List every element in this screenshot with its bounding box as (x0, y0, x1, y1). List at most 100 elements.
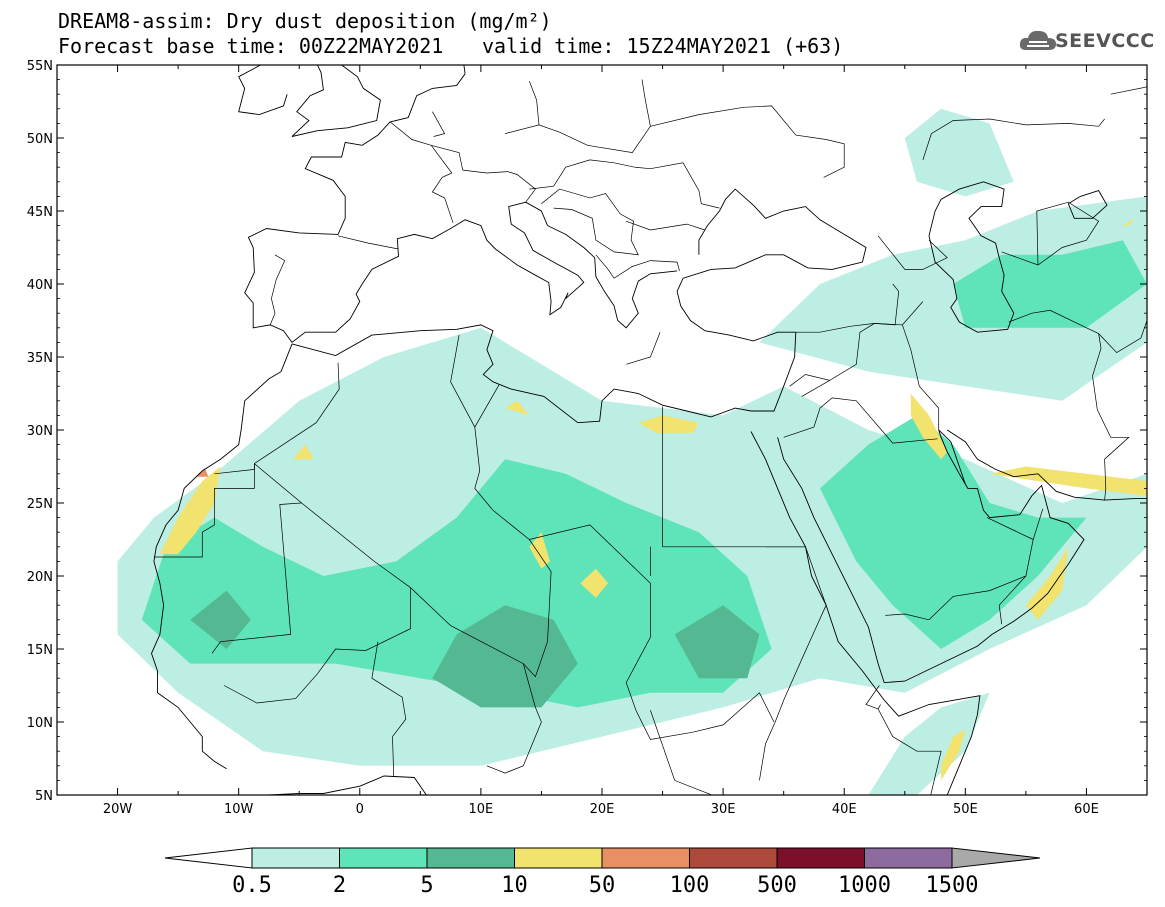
coastline (928, 181, 1015, 333)
colorbar-label: 10 (501, 873, 528, 898)
forecast-base-time: Forecast base time: 00Z22MAY2021 (58, 34, 444, 58)
lat-label: 30N (27, 424, 53, 439)
country-border (922, 118, 1105, 161)
lon-label: 60E (1074, 802, 1099, 817)
dust-region-level-2 (190, 590, 251, 649)
coastline (450, 201, 585, 316)
lat-label: 15N (27, 643, 53, 658)
colorbar-box (601, 847, 690, 869)
colorbar-label: 0.5 (232, 873, 272, 898)
dust-region-level-3 (293, 444, 314, 460)
colorbar-label: 2 (333, 873, 346, 898)
country-border (650, 710, 713, 795)
country-border (153, 463, 255, 558)
country-border-layer (153, 79, 1147, 795)
cloud-icon (1019, 30, 1056, 50)
colorbar-label: 1000 (838, 873, 891, 898)
coastline (268, 775, 427, 795)
country-border (1001, 201, 1100, 266)
dust-region-level-1 (953, 240, 1147, 328)
country-border (529, 159, 720, 209)
country-border (430, 145, 454, 223)
dust-region-level-3 (159, 466, 221, 555)
colorbar-box (426, 847, 515, 869)
lon-label: 10E (469, 802, 494, 817)
dust-region-level-3 (1025, 546, 1069, 620)
country-border (474, 427, 530, 540)
seevccc-logo (1018, 24, 1152, 58)
lat-label: 25N (27, 497, 53, 512)
country-border (211, 463, 303, 654)
dust-region-level-1 (820, 415, 1087, 649)
country-border (865, 685, 880, 710)
map-title: DREAM8-assim: Dry dust deposition (mg/m²… (58, 9, 552, 33)
country-border (486, 663, 542, 774)
country-border (389, 121, 432, 146)
country-border (877, 235, 948, 270)
dust-region-level-0 (868, 692, 990, 795)
coastline (938, 429, 966, 485)
lat-label: 40N (27, 278, 53, 293)
country-border (432, 111, 446, 137)
lon-label: 50E (953, 802, 978, 817)
country-border (650, 105, 845, 178)
colorbar-box (689, 847, 778, 869)
lat-label: 35N (27, 351, 53, 366)
coastline (244, 73, 466, 344)
lat-label: 20N (27, 570, 53, 585)
colorbar-label: 100 (670, 873, 710, 898)
coastline (525, 201, 678, 329)
colorbar-legend: 0.5 2 5 10 50 100 500 1000 1500 (164, 847, 1041, 898)
dust-region-level-0 (904, 108, 1014, 197)
country-border (635, 692, 775, 740)
dust-region-level-3 (638, 415, 699, 433)
coastline (463, 65, 466, 74)
lon-label: 40E (832, 802, 857, 817)
country-border (505, 79, 651, 153)
coastline (676, 254, 863, 342)
dust-region-level-3 (989, 466, 1147, 496)
dust-region-level-2 (432, 605, 578, 708)
coastline (698, 188, 867, 263)
coastline (750, 431, 885, 701)
lon-label: 10W (224, 802, 254, 817)
colorbar-box (864, 847, 953, 869)
lat-label: 45N (27, 205, 53, 220)
country-border (541, 188, 639, 256)
country-border (998, 575, 1027, 625)
dust-region-level-3 (941, 729, 966, 781)
colorbar-label: 500 (757, 873, 797, 898)
coastline-layer (151, 65, 1147, 795)
country-border (269, 254, 286, 326)
longitude-axis: 20W 10W 0 10E 20E 30E 40E 50E 60E (56, 65, 1148, 817)
country-border (450, 335, 500, 428)
colorbar-over-triangle (951, 847, 1041, 869)
lat-label: 50N (27, 132, 53, 147)
lat-label: 5N (35, 789, 53, 804)
country-border (528, 80, 540, 125)
lon-label: 20E (590, 802, 615, 817)
country-border (902, 301, 924, 326)
coastline (884, 429, 1085, 684)
country-border (223, 587, 411, 704)
coastline (238, 65, 288, 116)
coastline (946, 429, 1147, 501)
colorbar-box (251, 847, 340, 869)
country-border (431, 144, 464, 171)
lon-label: 0 (356, 802, 364, 817)
dust-region-level-4 (196, 468, 209, 477)
country-border (214, 362, 340, 475)
country-border (626, 332, 661, 365)
lat-label: 55N (27, 59, 53, 74)
colorbar-label: 50 (589, 873, 616, 898)
dust-region-level-0 (759, 196, 1147, 401)
country-border (626, 220, 706, 231)
country-border (371, 641, 407, 777)
lon-label: 20W (103, 802, 133, 817)
country-border (1032, 508, 1044, 540)
country-border (462, 169, 536, 203)
dust-region-level-3 (1122, 218, 1135, 226)
dust-region-level-3 (505, 400, 530, 416)
country-border (1008, 309, 1147, 354)
